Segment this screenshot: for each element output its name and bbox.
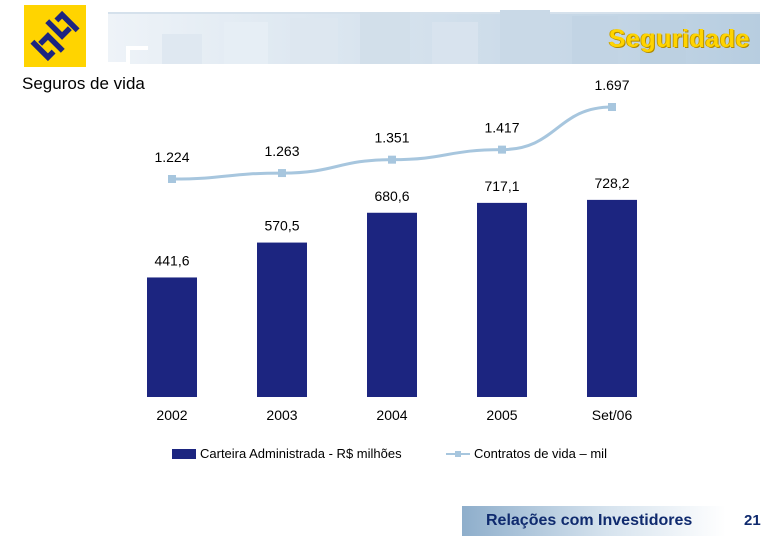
page-number: 21 bbox=[744, 512, 761, 529]
line-label-1: 1.263 bbox=[264, 143, 299, 159]
chart-legend: Carteira Administrada - R$ milhões Contr… bbox=[172, 446, 632, 464]
bar-2 bbox=[367, 212, 417, 397]
bar-label-1: 570,5 bbox=[264, 218, 299, 234]
x-tick-label-2: 2004 bbox=[376, 407, 407, 423]
bar-3 bbox=[477, 202, 527, 397]
legend-label-carteira: Carteira Administrada - R$ milhões bbox=[200, 446, 402, 461]
bar-label-0: 441,6 bbox=[154, 252, 189, 268]
legend-label-contratos: Contratos de vida – mil bbox=[474, 446, 607, 461]
footer-label: Relações com Investidores bbox=[486, 512, 693, 529]
x-tick-label-0: 2002 bbox=[156, 407, 187, 423]
footer-banner bbox=[462, 506, 726, 536]
legend-swatch-bar bbox=[172, 448, 196, 459]
bar-4 bbox=[587, 199, 637, 397]
line-point-4 bbox=[608, 103, 616, 112]
line-label-4: 1.697 bbox=[594, 77, 629, 93]
line-label-0: 1.224 bbox=[154, 149, 189, 165]
line-point-1 bbox=[278, 169, 286, 178]
legend-swatch-line bbox=[446, 449, 470, 459]
banco-do-brasil-logo-icon bbox=[24, 5, 86, 67]
line-point-0 bbox=[168, 175, 176, 183]
legend-item-contratos: Contratos de vida – mil bbox=[446, 446, 607, 461]
x-tick-label-1: 2003 bbox=[266, 407, 297, 423]
chart-subtitle: Seguros de vida bbox=[22, 74, 145, 93]
bar-label-4: 728,2 bbox=[594, 175, 629, 191]
bar-label-3: 717,1 bbox=[484, 178, 519, 194]
x-tick-label-3: 2005 bbox=[486, 407, 517, 423]
bar-0 bbox=[147, 277, 197, 397]
line-point-3 bbox=[498, 145, 506, 154]
x-tick-label-4: Set/06 bbox=[592, 407, 633, 423]
bar-label-2: 680,6 bbox=[374, 188, 409, 204]
line-label-2: 1.351 bbox=[374, 130, 409, 146]
legend-item-carteira: Carteira Administrada - R$ milhões bbox=[172, 446, 402, 461]
bar-1 bbox=[257, 242, 307, 397]
section-title: Seguridade bbox=[608, 25, 750, 53]
line-point-2 bbox=[388, 155, 396, 164]
line-label-3: 1.417 bbox=[484, 120, 519, 136]
header-banner bbox=[108, 10, 760, 64]
